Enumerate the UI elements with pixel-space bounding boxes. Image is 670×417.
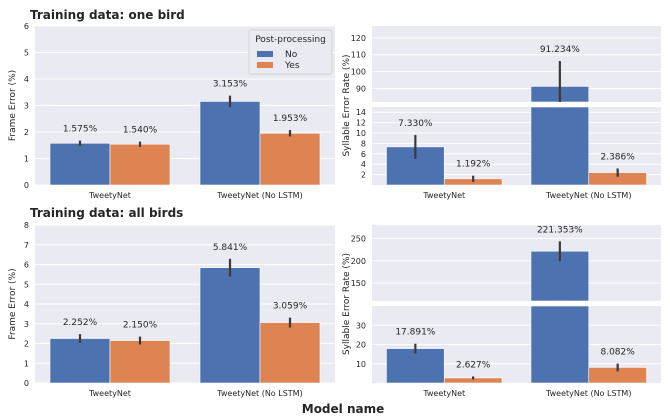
data-label: 2.252% bbox=[63, 318, 98, 328]
bar bbox=[199, 267, 261, 384]
data-label: 2.386% bbox=[600, 152, 635, 162]
x-tick-label: TweetyNet (No LSTM) bbox=[216, 191, 302, 200]
bar bbox=[530, 305, 590, 384]
panel-title-one-bird: Training data: one bird bbox=[30, 8, 185, 22]
data-label: 3.153% bbox=[213, 80, 248, 90]
y-tick-label: 3 bbox=[24, 102, 29, 111]
x-tick-label: TweetyNet (No LSTM) bbox=[545, 191, 631, 200]
y-tick-label: 1 bbox=[24, 359, 29, 368]
y-tick-label: 0 bbox=[24, 181, 29, 190]
y-tick-label: 2 bbox=[24, 340, 29, 349]
x-tick-label: TweetyNet bbox=[88, 389, 131, 398]
data-label: 1.540% bbox=[123, 126, 158, 136]
x-tick-label: TweetyNet bbox=[88, 191, 131, 200]
bar bbox=[386, 348, 445, 384]
y-tick-label: 3 bbox=[24, 320, 29, 329]
plot-area-top bbox=[372, 225, 661, 301]
bar bbox=[109, 340, 171, 384]
y-tick-label: 5 bbox=[24, 49, 29, 58]
bar bbox=[199, 101, 261, 186]
data-label: 221.353% bbox=[537, 225, 583, 235]
figure-xlabel: Model name bbox=[302, 402, 385, 416]
y-tick-label: 5 bbox=[24, 280, 29, 289]
y-tick-label: 150 bbox=[351, 279, 366, 288]
y-tick-label: 10 bbox=[356, 129, 366, 138]
plots-layer: 01234561.575%3.153%1.540%1.953%TweetyNet… bbox=[8, 22, 661, 398]
y-tick-label: 12 bbox=[356, 119, 366, 128]
legend-label: Yes bbox=[284, 61, 300, 71]
y-tick-label: 10 bbox=[356, 360, 366, 369]
plot-area-top bbox=[372, 26, 661, 102]
y-tick-label: 0 bbox=[24, 379, 29, 388]
y-tick-label: 8 bbox=[24, 221, 29, 230]
y-tick-label: 30 bbox=[356, 321, 366, 330]
x-tick-label: TweetyNet (No LSTM) bbox=[545, 389, 631, 398]
y-tick-label: 200 bbox=[351, 257, 366, 266]
y-tick-label: 6 bbox=[24, 22, 29, 31]
data-label: 3.059% bbox=[273, 302, 308, 312]
y-tick-label: 110 bbox=[351, 51, 366, 60]
y-tick-label: 7 bbox=[24, 241, 29, 250]
legend-swatch bbox=[257, 62, 273, 68]
y-axis-label: Frame Error (%) bbox=[8, 70, 18, 141]
y-tick-label: 250 bbox=[351, 234, 366, 243]
panel-title-all-birds: Training data: all birds bbox=[30, 206, 183, 220]
bar bbox=[530, 106, 590, 186]
y-axis-label: Syllable Error Rate (%) bbox=[342, 253, 352, 355]
y-tick-label: 4 bbox=[24, 300, 29, 309]
bar bbox=[49, 142, 111, 186]
bar bbox=[49, 338, 111, 384]
y-tick-label: 20 bbox=[356, 341, 366, 350]
legend-label: No bbox=[285, 50, 298, 60]
x-tick-label: TweetyNet bbox=[422, 191, 465, 200]
y-tick-label: 100 bbox=[351, 68, 366, 77]
y-axis-label: Syllable Error Rate (%) bbox=[342, 54, 352, 156]
y-tick-label: 90 bbox=[356, 84, 366, 93]
y-tick-label: 2 bbox=[24, 128, 29, 137]
y-tick-label: 1 bbox=[24, 155, 29, 164]
legend-swatch bbox=[257, 51, 273, 57]
data-label: 1.575% bbox=[63, 125, 98, 135]
y-tick-label: 6 bbox=[24, 261, 29, 270]
data-label: 7.330% bbox=[398, 119, 433, 129]
y-axis-label: Frame Error (%) bbox=[8, 268, 18, 339]
y-tick-label: 8 bbox=[361, 139, 366, 148]
y-tick-label: 4 bbox=[361, 160, 366, 169]
data-label: 17.891% bbox=[395, 328, 435, 338]
data-label: 5.841% bbox=[213, 243, 248, 253]
x-tick-label: TweetyNet bbox=[422, 389, 465, 398]
data-label: 1.953% bbox=[273, 114, 308, 124]
bar bbox=[259, 322, 321, 384]
data-label: 2.150% bbox=[123, 321, 158, 331]
y-tick-label: 14 bbox=[356, 108, 366, 117]
bar bbox=[259, 132, 321, 186]
legend-title: Post-processing bbox=[255, 35, 326, 45]
data-label: 1.192% bbox=[456, 160, 491, 170]
y-tick-label: 4 bbox=[24, 75, 29, 84]
data-label: 91.234% bbox=[540, 45, 580, 55]
data-label: 8.082% bbox=[600, 348, 635, 358]
x-tick-label: TweetyNet (No LSTM) bbox=[216, 389, 302, 398]
bar bbox=[109, 143, 171, 186]
y-tick-label: 2 bbox=[361, 171, 366, 180]
y-tick-label: 120 bbox=[351, 34, 366, 43]
y-tick-label: 6 bbox=[361, 150, 366, 159]
data-label: 2.627% bbox=[456, 360, 491, 370]
